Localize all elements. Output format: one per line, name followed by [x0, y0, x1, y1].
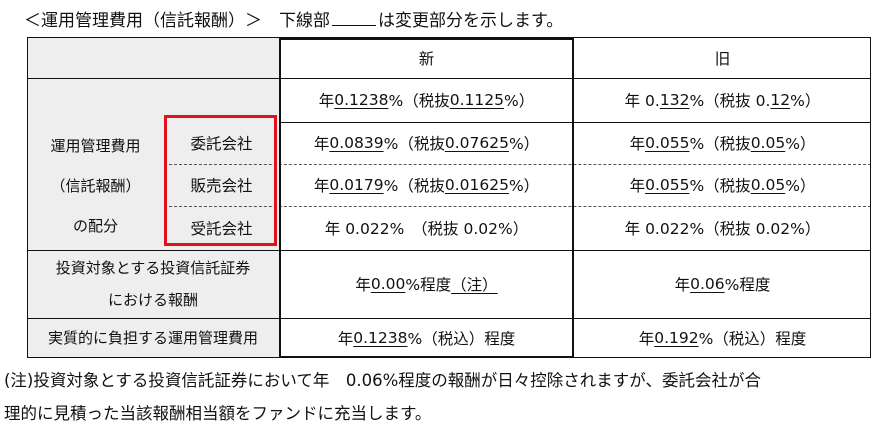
changed-value: 0.1238	[353, 328, 408, 347]
changed-value: 0.055	[645, 134, 690, 152]
changed-value: 0.06	[690, 275, 725, 293]
value-text: 年	[629, 177, 646, 195]
invest-label-cell-bg	[27, 250, 279, 318]
value-text: 年	[337, 329, 354, 348]
invest-label-line: 投資対象とする投資信託証券	[55, 259, 251, 277]
highlight-box	[164, 115, 277, 246]
changed-value: 0.01625	[444, 176, 509, 194]
changed-value: 12	[770, 91, 791, 109]
value-text: 年 0.	[624, 92, 660, 110]
heading-line: ＜運用管理費用（信託報酬）＞ 下線部 は変更部分を示します。	[24, 8, 563, 34]
new-column-emphasis-box	[279, 38, 574, 358]
label-invest: 投資対象とする投資信託証券 における報酬	[27, 250, 279, 318]
footnote-line: 理的に見積った当該報酬相当額をファンドに充当します。	[4, 404, 432, 423]
value-text: %（税込）程度	[407, 329, 516, 348]
hanbai-new: 年 0.0179 %（税抜 0.01625%）	[279, 164, 574, 206]
real-label-cell-bg	[27, 318, 279, 357]
total-old: 年 0. 132 %（税抜 0. 12%）	[574, 78, 871, 122]
value-text: %）	[508, 135, 540, 153]
value-text: %）	[504, 92, 535, 110]
label-real: 実質的に負担する運用管理費用	[47, 329, 258, 347]
footnote: (注)投資対象とする投資信託証券において年 0.06%程度の報酬が日々控除されま…	[4, 364, 761, 430]
changed-value: （注）	[451, 276, 498, 294]
value-text: %（税抜	[689, 135, 751, 153]
header-new: 新	[418, 49, 435, 68]
value-text: %）	[508, 177, 540, 195]
value-text: %程度	[724, 276, 771, 294]
changed-value: 0.1238	[334, 91, 389, 109]
value-text: 年 0.022%（税抜 0.02%）	[624, 220, 821, 238]
changed-value: 0.00	[370, 275, 406, 293]
invest-label-line: における報酬	[107, 291, 198, 309]
footnote-line: (注)投資対象とする投資信託証券において年 0.06%程度の報酬が日々控除されま…	[4, 371, 761, 390]
invest-old: 年 0.06 %程度	[574, 250, 871, 318]
value-text: %程度	[405, 276, 452, 294]
value-text: %）	[785, 135, 816, 153]
value-text: 年	[355, 276, 371, 294]
value-text: %（税抜	[383, 177, 445, 195]
hanbai-old: 年 0.055 %（税抜 0.05%）	[574, 164, 871, 206]
value-text: %（税込）程度	[698, 329, 807, 348]
value-text: %（税抜 0.	[689, 92, 771, 110]
value-text: 年	[674, 276, 691, 294]
value-text: %）	[785, 177, 816, 195]
changed-value: 0.192	[654, 328, 699, 347]
real-new: 年 0.1238 %（税込）程度	[279, 318, 574, 357]
value-text: %）	[790, 92, 821, 110]
header-old: 旧	[714, 49, 731, 68]
value-text: 年	[313, 135, 330, 153]
changed-value: 0.05	[750, 134, 786, 152]
itaku-old: 年 0.055 %（税抜 0.05%）	[574, 122, 871, 164]
group-label-line: （信託報酬）	[50, 177, 141, 195]
heading-title: ＜運用管理費用（信託報酬）＞ 下線部	[24, 11, 330, 31]
jutaku-new: 年 0.022% （税抜 0.02%）	[279, 206, 574, 250]
total-new: 年 0.1238 %（税抜 0.1125%）	[279, 78, 574, 122]
value-text: 年	[313, 177, 330, 195]
group-label-line: 運用管理費用	[50, 137, 141, 155]
changed-value: 0.0839	[329, 134, 384, 152]
label-jutaku: 受託会社	[190, 220, 253, 238]
itaku-new: 年 0.0839 %（税抜 0.07625%）	[279, 122, 574, 164]
changed-value: 0.1125	[449, 91, 504, 109]
value-text: 年	[629, 135, 646, 153]
changed-value: 0.05	[750, 176, 786, 194]
label-hanbai: 販売会社	[190, 177, 253, 195]
jutaku-old: 年 0.022%（税抜 0.02%）	[574, 206, 871, 250]
value-text: %（税抜	[689, 177, 751, 195]
value-text: 年 0.022% （税抜 0.02%）	[324, 220, 529, 238]
changed-value: 0.0179	[329, 176, 384, 194]
heading-suffix: は変更部分を示します。	[378, 11, 564, 31]
group-label-line: の配分	[72, 217, 118, 235]
value-text: 年	[638, 329, 655, 348]
value-text: %（税抜	[388, 92, 450, 110]
underline-sample	[332, 8, 376, 26]
label-itaku: 委託会社	[190, 135, 253, 153]
fee-table: 新 旧 運用管理費用 （信託報酬） の配分 年 0.1238 %（税抜 0.112…	[27, 37, 871, 358]
group-label: 運用管理費用 （信託報酬） の配分	[27, 122, 164, 250]
header-blank-cell	[27, 37, 279, 78]
changed-value: 0.055	[645, 176, 690, 194]
changed-value: 132	[659, 91, 690, 109]
invest-new: 年 0.00 %程度 （注）	[279, 250, 574, 318]
changed-value: 0.07625	[444, 134, 509, 152]
value-text: %（税抜	[383, 135, 445, 153]
real-old: 年 0.192 %（税込）程度	[574, 318, 871, 357]
value-text: 年	[318, 92, 335, 110]
